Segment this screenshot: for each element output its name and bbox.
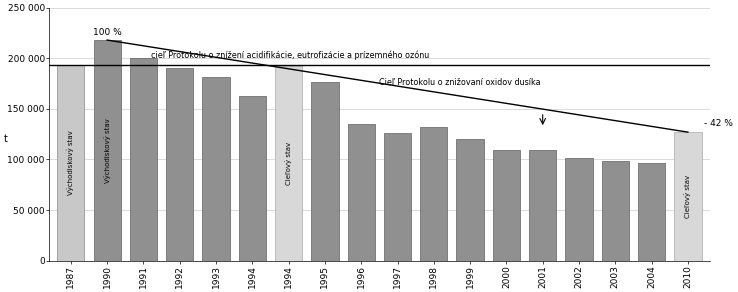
Bar <box>565 159 593 261</box>
Text: Východiskový stav: Východiskový stav <box>67 131 75 195</box>
Bar <box>384 133 411 261</box>
Text: Východiskový stav: Východiskový stav <box>103 118 111 183</box>
Bar <box>238 96 266 261</box>
Bar <box>130 58 157 261</box>
Bar <box>275 66 303 261</box>
Bar <box>202 77 230 261</box>
Text: 100 %: 100 % <box>93 28 122 37</box>
Bar <box>457 139 483 261</box>
Text: Cieľový stav: Cieľový stav <box>684 175 692 218</box>
Y-axis label: t: t <box>4 134 8 144</box>
Bar <box>311 81 339 261</box>
Text: cieľ Protokolu o znížení acidifikácie, eutrofizácie a prízemného ozónu: cieľ Protokolu o znížení acidifikácie, e… <box>151 51 429 60</box>
Text: - 42 %: - 42 % <box>704 119 733 128</box>
Bar <box>348 124 375 261</box>
Bar <box>94 40 121 261</box>
Bar <box>638 163 665 261</box>
Text: Cieľ Protokolu o znižovaní oxidov dusíka: Cieľ Protokolu o znižovaní oxidov dusíka <box>379 78 541 87</box>
Bar <box>529 150 556 261</box>
Bar <box>420 127 447 261</box>
Bar <box>601 161 629 261</box>
Bar <box>166 68 193 261</box>
Bar <box>675 132 702 261</box>
Text: Cieľový stav: Cieľový stav <box>285 142 292 185</box>
Bar <box>493 150 520 261</box>
Bar <box>58 65 84 261</box>
